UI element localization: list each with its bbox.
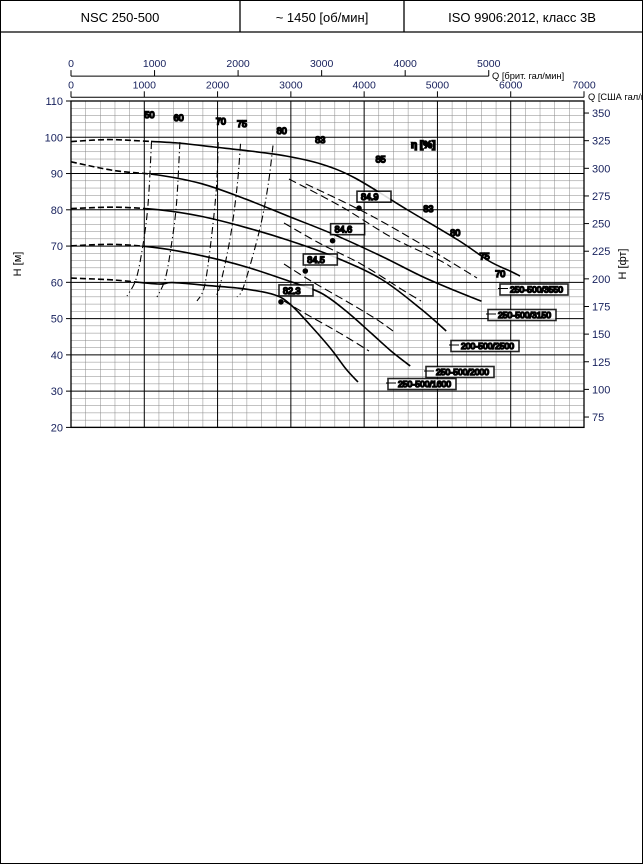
svg-text:30: 30 xyxy=(51,386,63,398)
svg-text:300: 300 xyxy=(592,163,610,175)
svg-text:200: 200 xyxy=(592,274,610,286)
svg-text:70: 70 xyxy=(216,117,226,127)
svg-text:250: 250 xyxy=(592,219,610,231)
svg-text:5000: 5000 xyxy=(426,79,450,91)
svg-text:2000: 2000 xyxy=(226,58,250,70)
svg-text:~ 1450 [об/мин]: ~ 1450 [об/мин] xyxy=(276,10,369,25)
svg-text:83: 83 xyxy=(423,204,433,214)
svg-text:50: 50 xyxy=(51,314,63,326)
svg-text:70: 70 xyxy=(51,241,63,253)
svg-text:250-500/3550: 250-500/3550 xyxy=(510,285,563,295)
svg-text:75: 75 xyxy=(480,252,490,262)
svg-text:84.6: 84.6 xyxy=(335,225,353,235)
svg-text:110: 110 xyxy=(45,96,63,108)
svg-text:H [м]: H [м] xyxy=(12,252,24,277)
svg-text:NSC 250-500: NSC 250-500 xyxy=(81,10,160,25)
svg-text:100: 100 xyxy=(592,384,610,396)
svg-text:6000: 6000 xyxy=(499,79,523,91)
svg-text:7000: 7000 xyxy=(572,79,596,91)
svg-text:225: 225 xyxy=(592,246,610,258)
svg-text:2000: 2000 xyxy=(206,79,230,91)
svg-text:275: 275 xyxy=(592,191,610,203)
svg-text:75: 75 xyxy=(592,412,604,424)
svg-text:Q [США гал/мин]: Q [США гал/мин] xyxy=(588,92,643,102)
svg-text:60: 60 xyxy=(51,277,63,289)
svg-text:5000: 5000 xyxy=(477,58,501,70)
svg-text:250-500/1600: 250-500/1600 xyxy=(398,379,451,389)
svg-text:3000: 3000 xyxy=(279,79,303,91)
svg-text:84.5: 84.5 xyxy=(307,255,325,265)
svg-text:0: 0 xyxy=(68,58,74,70)
svg-text:80: 80 xyxy=(450,228,460,238)
svg-text:60: 60 xyxy=(174,113,184,123)
svg-text:H [фт]: H [фт] xyxy=(617,249,629,280)
svg-text:80: 80 xyxy=(51,205,63,217)
svg-text:50: 50 xyxy=(144,110,154,120)
svg-text:40: 40 xyxy=(51,350,63,362)
svg-text:250-500/3150: 250-500/3150 xyxy=(498,310,551,320)
svg-text:4000: 4000 xyxy=(394,58,418,70)
svg-text:100: 100 xyxy=(45,132,63,144)
svg-text:20: 20 xyxy=(51,422,63,434)
svg-text:1000: 1000 xyxy=(133,79,157,91)
svg-text:4000: 4000 xyxy=(352,79,376,91)
svg-text:175: 175 xyxy=(592,301,610,313)
svg-text:200-500/2500: 200-500/2500 xyxy=(461,341,514,351)
svg-text:80: 80 xyxy=(277,126,287,136)
svg-text:82.3: 82.3 xyxy=(283,286,301,296)
svg-text:70: 70 xyxy=(495,269,505,279)
svg-text:ISO 9906:2012, класс 3В: ISO 9906:2012, класс 3В xyxy=(448,10,596,25)
svg-text:84.9: 84.9 xyxy=(361,192,379,202)
svg-text:250-500/2000: 250-500/2000 xyxy=(436,367,489,377)
svg-text:3000: 3000 xyxy=(310,58,334,70)
svg-text:1000: 1000 xyxy=(143,58,167,70)
svg-text:150: 150 xyxy=(592,329,610,341)
svg-text:125: 125 xyxy=(592,357,610,369)
svg-text:90: 90 xyxy=(51,169,63,181)
svg-text:83: 83 xyxy=(315,135,325,145)
svg-text:η [%]: η [%] xyxy=(411,140,435,151)
svg-text:325: 325 xyxy=(592,136,610,148)
svg-text:85: 85 xyxy=(376,155,386,165)
svg-text:0: 0 xyxy=(68,79,74,91)
svg-text:350: 350 xyxy=(592,108,610,120)
svg-text:75: 75 xyxy=(237,119,247,129)
svg-text:Q [брит. гал/мин]: Q [брит. гал/мин] xyxy=(492,71,564,81)
